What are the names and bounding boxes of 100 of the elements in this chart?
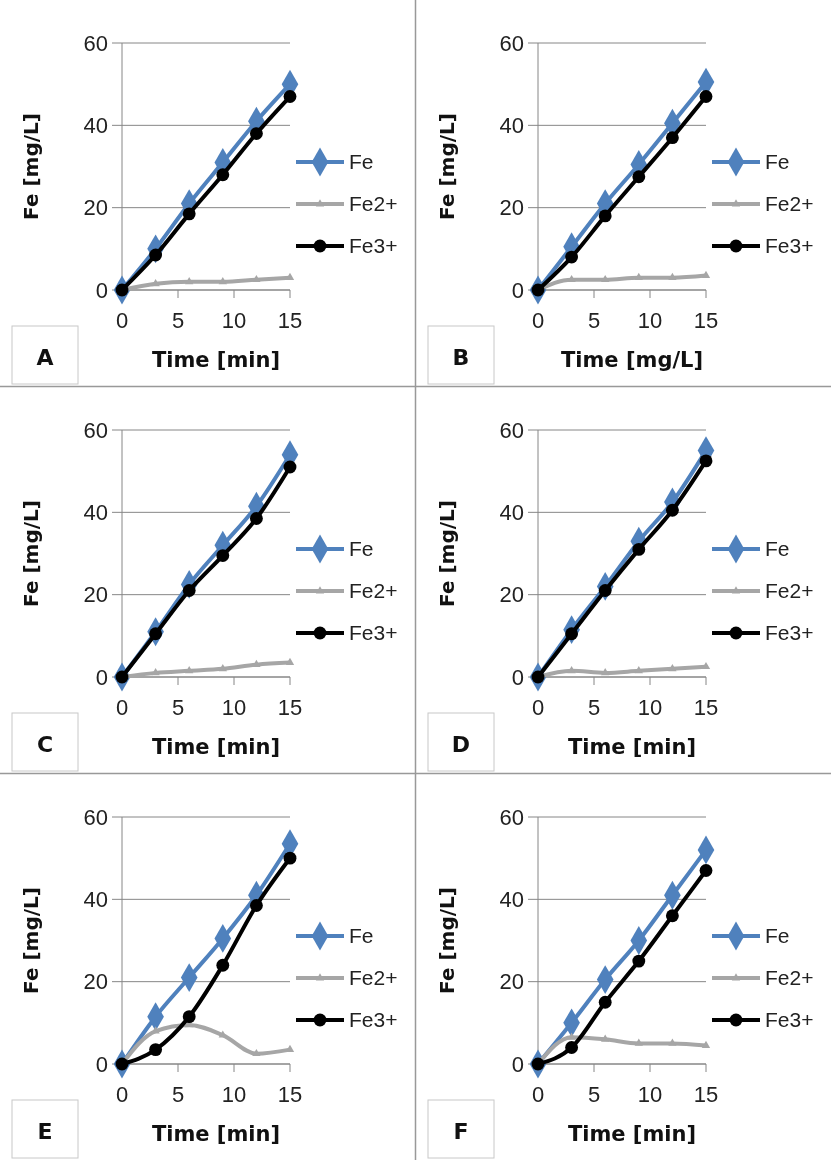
legend-label: Fe	[765, 537, 790, 561]
point	[668, 1038, 677, 1046]
point	[216, 549, 230, 562]
point	[565, 1041, 579, 1054]
y-tick-label: 0	[95, 664, 108, 690]
x-tick-label: 10	[221, 695, 247, 720]
y-tick-label: 40	[499, 887, 524, 913]
x-axis-title: Time [min]	[151, 735, 281, 759]
y-axis-title: Fe [mg/L]	[19, 887, 43, 994]
y-tick-label: 60	[499, 30, 524, 56]
point	[632, 170, 646, 184]
point	[182, 1010, 196, 1024]
x-tick-label: 15	[693, 695, 719, 720]
point	[216, 958, 230, 972]
legend-label: Fe	[349, 150, 374, 174]
point	[283, 460, 297, 474]
x-tick-label: 0	[115, 308, 129, 333]
point	[182, 207, 196, 221]
x-tick-label: 10	[637, 308, 663, 333]
x-tick-label: 10	[221, 1082, 247, 1107]
point	[601, 274, 610, 283]
point	[216, 168, 230, 182]
legend-label: Fe2+	[765, 966, 814, 990]
point	[632, 542, 646, 556]
x-tick-label: 0	[531, 1082, 545, 1107]
x-tick-label: 15	[693, 308, 719, 333]
point	[185, 666, 194, 674]
y-tick-label: 20	[499, 195, 524, 221]
text: B	[452, 345, 470, 370]
legend-label: Fe	[349, 537, 374, 561]
y-tick-label: 60	[499, 417, 524, 443]
legend-label: Fe3+	[765, 234, 814, 258]
legend-label: Fe3+	[765, 621, 814, 645]
y-tick-label: 20	[499, 969, 524, 995]
x-axis-title: Time [min]	[567, 735, 697, 759]
x-tick-label: 5	[587, 1082, 601, 1107]
point	[665, 503, 679, 517]
y-tick-label: 0	[511, 1051, 524, 1077]
y-tick-label: 0	[95, 1051, 108, 1077]
y-axis-title: Fe [mg/L]	[19, 500, 43, 607]
x-tick-label: 5	[171, 1082, 185, 1107]
x-axis-title: Time [min]	[567, 1122, 697, 1146]
y-tick-label: 60	[83, 804, 108, 830]
x-tick-label: 15	[277, 1082, 303, 1107]
point	[601, 668, 610, 676]
y-tick-label: 20	[83, 582, 108, 608]
point	[567, 1032, 576, 1040]
x-tick-label: 0	[531, 695, 545, 720]
y-tick-label: 20	[83, 195, 108, 221]
point	[249, 127, 263, 140]
legend-label: Fe3+	[765, 1008, 814, 1032]
y-tick-label: 20	[499, 582, 524, 608]
point	[252, 1048, 261, 1057]
x-tick-label: 5	[171, 308, 185, 333]
y-tick-label: 40	[499, 113, 524, 139]
x-tick-label: 15	[693, 1082, 719, 1107]
legend-label: Fe2+	[765, 579, 814, 603]
x-axis-title: Time [min]	[151, 1122, 281, 1146]
x-axis-title: Time [min]	[151, 348, 281, 372]
x-tick-label: 10	[637, 1082, 663, 1107]
text: F	[453, 1119, 469, 1144]
point	[285, 657, 295, 665]
text: A	[36, 345, 54, 370]
legend-label: Fe3+	[349, 1008, 398, 1032]
point	[665, 909, 679, 923]
x-axis-title: Time [mg/L]	[560, 348, 704, 372]
point	[218, 663, 227, 672]
y-axis-title: Fe [mg/L]	[435, 500, 459, 607]
point	[598, 995, 612, 1009]
x-tick-label: 10	[221, 308, 247, 333]
point	[699, 454, 713, 468]
x-tick-label: 0	[115, 695, 129, 720]
y-tick-label: 40	[83, 113, 108, 139]
y-tick-label: 0	[511, 277, 524, 303]
legend-label: Fe2+	[349, 192, 398, 216]
y-tick-label: 0	[95, 277, 108, 303]
legend-label: Fe2+	[349, 966, 398, 990]
point	[565, 250, 579, 264]
y-tick-label: 60	[499, 804, 524, 830]
x-tick-label: 15	[277, 695, 303, 720]
x-tick-label: 0	[531, 308, 545, 333]
y-tick-label: 40	[83, 500, 108, 526]
x-tick-label: 5	[587, 308, 601, 333]
point	[151, 279, 160, 287]
point	[567, 666, 576, 674]
point	[634, 666, 643, 674]
y-tick-label: 20	[83, 969, 108, 995]
y-axis-title: Fe [mg/L]	[435, 113, 459, 220]
point	[252, 274, 261, 283]
point	[701, 1040, 711, 1048]
point	[283, 851, 297, 865]
legend-label: Fe	[765, 150, 790, 174]
point	[668, 272, 677, 281]
point	[149, 1043, 163, 1057]
point	[699, 90, 713, 103]
point	[668, 663, 677, 672]
x-tick-label: 5	[171, 695, 185, 720]
text: D	[451, 732, 471, 757]
point	[151, 668, 160, 676]
point	[218, 276, 227, 285]
